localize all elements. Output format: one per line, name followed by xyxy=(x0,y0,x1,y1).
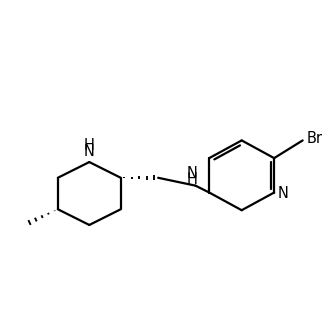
Text: N: N xyxy=(84,144,95,159)
Text: N: N xyxy=(278,186,288,201)
Text: H: H xyxy=(84,138,95,153)
Text: N: N xyxy=(187,166,198,181)
Text: Br: Br xyxy=(307,131,322,146)
Text: H: H xyxy=(187,172,198,187)
